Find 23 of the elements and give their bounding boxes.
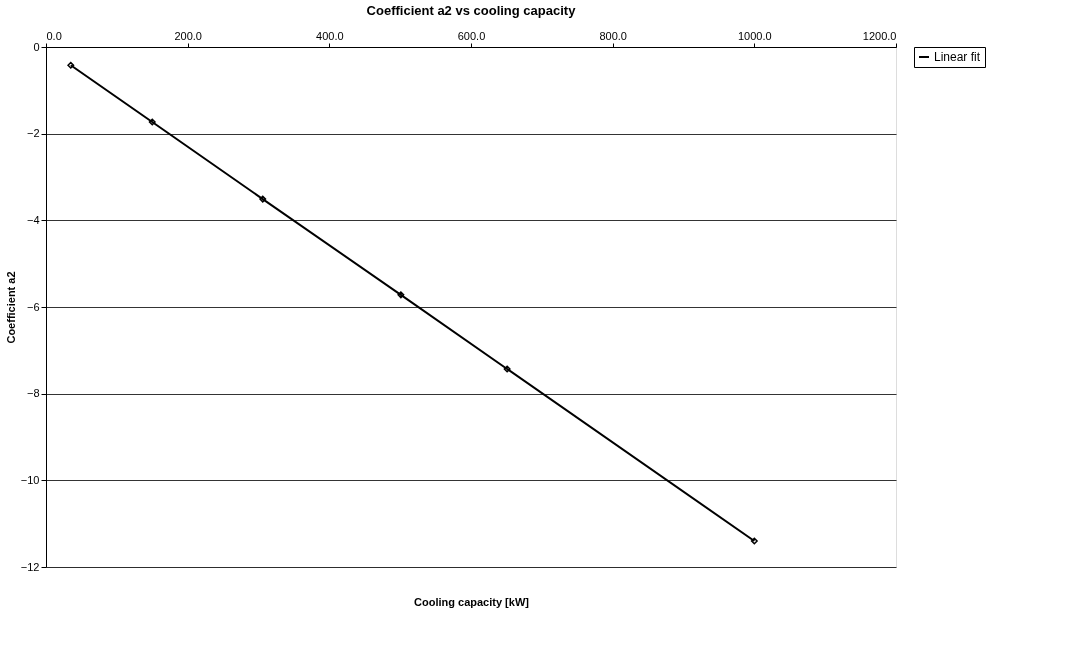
x-tick-label: 200.0: [174, 29, 202, 42]
y-tick-label: −6: [26, 300, 40, 313]
chart-title: Coefficient a2 vs cooling capacity: [366, 3, 577, 18]
y-tick-label: −4: [26, 213, 40, 226]
x-tick-label: 400.0: [316, 29, 344, 42]
point: [67, 61, 75, 69]
x-tick-label: 800.0: [599, 29, 627, 42]
y-tick-label: −12: [20, 560, 40, 573]
point: [148, 118, 156, 126]
y-axis-title: Coefficient a2: [4, 271, 17, 344]
point: [259, 195, 267, 203]
point: [397, 291, 405, 299]
y-tick-label: −10: [20, 473, 40, 486]
y-tick-label: −2: [26, 127, 40, 140]
y-tick-label: 0: [33, 40, 40, 53]
x-tick-label: 1000.0: [738, 29, 772, 42]
x-tick-label: 1200.0: [862, 29, 897, 42]
legend-label: Linear fit: [934, 50, 981, 64]
x-tick-label: 0.0: [46, 29, 62, 42]
x-tick-label: 600.0: [457, 29, 486, 42]
point: [750, 537, 758, 545]
x-axis-title: Cooling capacity [kW]: [414, 595, 530, 608]
y-tick-label: −8: [26, 387, 40, 400]
